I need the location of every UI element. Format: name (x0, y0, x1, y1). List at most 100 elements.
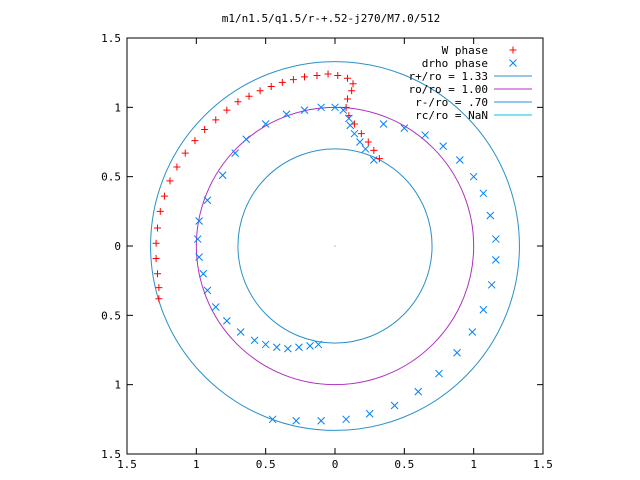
data-point (195, 217, 203, 225)
legend-label: r-/ro = .70 (415, 96, 488, 109)
data-point (421, 131, 429, 139)
data-point (289, 76, 297, 84)
legend-marker-swatch (509, 59, 517, 67)
data-point (156, 207, 164, 215)
data-point (469, 172, 478, 181)
data-point (155, 295, 163, 303)
data-point (223, 106, 231, 114)
data-point (349, 80, 357, 88)
y-axis-ticks: 1.5 1 0.5 0 0.5 1 1.5 (101, 32, 543, 461)
data-point (400, 124, 409, 132)
data-point (203, 196, 212, 205)
data-point (160, 192, 168, 200)
data-point (234, 98, 242, 106)
x-axis-ticks: 1.5 1 0.5 0 0.5 1 1.5 (117, 38, 553, 471)
data-point (414, 387, 423, 396)
data-point (245, 92, 253, 100)
data-point (334, 71, 342, 79)
data-point (342, 415, 350, 424)
data-point (155, 284, 163, 292)
series-w-phase (152, 70, 383, 303)
x-tick-label: 0 (332, 458, 339, 471)
origin-point (334, 245, 336, 247)
data-point (282, 110, 291, 119)
data-point (365, 409, 374, 418)
x-tick-label: 0.5 (394, 458, 414, 471)
data-point (154, 270, 162, 278)
data-point (154, 224, 162, 232)
data-point (300, 106, 309, 114)
data-point (199, 269, 208, 278)
data-point (268, 415, 277, 424)
data-point (375, 155, 383, 163)
data-point (357, 130, 365, 138)
data-point (313, 71, 321, 79)
data-point (166, 177, 174, 185)
data-point (491, 235, 500, 243)
chart-title: m1/n1.5/q1.5/r-+.52-j270/M7.0/512 (222, 12, 441, 25)
data-point (231, 149, 240, 157)
data-point (491, 256, 500, 264)
data-point (300, 73, 308, 81)
data-point (250, 336, 259, 345)
data-point (242, 135, 251, 144)
circle-r-ro-1-33 (150, 61, 520, 431)
data-point (487, 280, 496, 289)
data-point (479, 305, 488, 314)
x-tick-label: 1.5 (117, 458, 137, 471)
data-point (236, 328, 245, 336)
data-point (356, 138, 364, 146)
data-point (218, 171, 227, 180)
data-point (181, 149, 189, 157)
data-point (486, 211, 495, 220)
data-point (267, 83, 275, 91)
data-point (222, 317, 231, 325)
data-point (261, 120, 270, 128)
data-point (152, 239, 160, 247)
y-tick-label: 0.5 (101, 171, 121, 184)
legend-label: rc/ro = NaN (415, 109, 488, 122)
data-point (361, 145, 370, 153)
data-point (292, 416, 301, 425)
legend-label: ro/ro = 1.00 (409, 83, 488, 96)
data-point (343, 95, 351, 103)
y-tick-label: 1 (114, 101, 121, 114)
data-point (261, 340, 270, 349)
data-point (345, 114, 353, 123)
data-point (439, 142, 448, 151)
data-point (350, 129, 359, 138)
data-point (212, 116, 220, 124)
y-tick-label: 1.5 (101, 448, 121, 461)
data-point (317, 416, 325, 425)
data-series (152, 70, 500, 425)
data-point (193, 235, 202, 243)
data-point (314, 340, 323, 349)
data-point (317, 103, 325, 112)
data-point (195, 253, 203, 261)
data-point (152, 254, 160, 262)
data-point (201, 126, 209, 134)
legend-label: drho phase (422, 57, 488, 70)
data-point (435, 369, 443, 378)
data-point (370, 146, 378, 154)
circle-r-ro-70 (237, 148, 433, 344)
data-point (455, 156, 464, 164)
data-point (173, 163, 181, 171)
y-tick-label: 0 (114, 240, 121, 253)
data-point (306, 341, 314, 350)
y-tick-label: 1.5 (101, 32, 121, 45)
data-point (364, 138, 372, 146)
data-point (453, 348, 461, 357)
data-point (468, 328, 477, 336)
data-point (379, 120, 388, 128)
legend-label: W phase (442, 44, 488, 57)
data-point (331, 103, 339, 112)
data-point (348, 87, 356, 95)
data-point (390, 401, 399, 410)
data-point (256, 87, 264, 95)
data-point (272, 343, 281, 352)
series-drho-phase (193, 103, 500, 425)
data-point (295, 343, 303, 352)
